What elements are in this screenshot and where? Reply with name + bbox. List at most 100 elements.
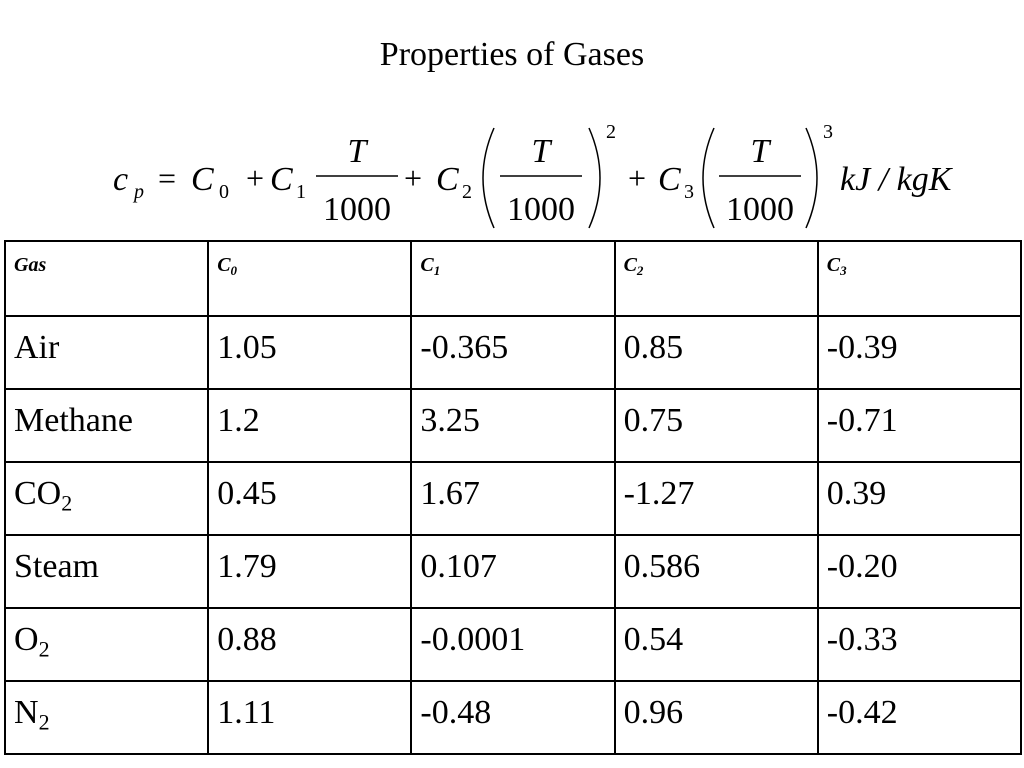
symbol: C [191, 161, 214, 198]
table-cell: Air [3, 315, 210, 390]
symbol: C [658, 161, 681, 198]
cell-text: Air [14, 329, 60, 366]
table-cell: CO2 [3, 461, 210, 536]
cell-text: 0.75 [623, 402, 684, 439]
table-cell: -1.27 [613, 461, 819, 536]
parenthesis [588, 127, 601, 229]
symbol: C [436, 161, 459, 198]
table-cell: -0.33 [816, 607, 1023, 682]
operator: + [628, 160, 646, 196]
parenthesis [805, 127, 818, 229]
cell-text: -0.0001 [420, 621, 526, 658]
operator: + [246, 160, 264, 196]
table-cell: -0.39 [816, 315, 1023, 390]
exponent: 3 [823, 121, 833, 143]
table-cell: 0.586 [613, 534, 819, 609]
cell-text: -1.27 [623, 475, 695, 512]
cell-text: -0.39 [826, 329, 898, 366]
table-cell: 0.96 [613, 680, 819, 755]
cell-text: 0.54 [623, 621, 684, 658]
symbol: c [113, 161, 128, 198]
denominator: 1000 [323, 191, 391, 228]
cell-text: 1.67 [420, 475, 480, 512]
header-cell: C0 [207, 240, 413, 317]
title: Properties of Gases [379, 36, 645, 73]
cell-text: 1.05 [217, 329, 277, 366]
subscript: 1 [433, 262, 441, 278]
table-cell: 3.25 [410, 388, 616, 463]
table-cell: 0.88 [207, 607, 413, 682]
subscript: p [132, 181, 144, 203]
cell-text: -0.20 [826, 548, 898, 585]
numerator: T [348, 133, 369, 170]
parenthesis [482, 127, 495, 229]
cell-text: Gas [14, 254, 47, 276]
subscript: 2 [38, 636, 50, 662]
table-row: Steam 1.79 0.107 0.586 -0.20 [3, 534, 1023, 609]
cell-text: -0.42 [826, 694, 898, 731]
table-cell: 1.2 [207, 388, 413, 463]
cell-text: 1.11 [217, 694, 276, 731]
cell-text: -0.48 [420, 694, 492, 731]
table-cell: O2 [3, 607, 210, 682]
table-cell: 0.45 [207, 461, 413, 536]
subscript: 2 [38, 709, 50, 735]
cell-text: C [623, 254, 637, 276]
numerator: T [532, 133, 553, 170]
table-body: Gas C0 C1 C2 C3 Air 1.05 -0.365 0.85 -0.39 Methane… [3, 240, 1023, 755]
header-cell: C3 [816, 240, 1023, 317]
cell-text: -0.71 [826, 402, 898, 439]
header-cell: C2 [613, 240, 819, 317]
cell-text: C [217, 254, 231, 276]
cell-text: Steam [14, 548, 99, 585]
table-cell: Steam [3, 534, 210, 609]
numerator: T [751, 133, 772, 170]
cell-text: 0.586 [623, 548, 701, 585]
subscript: 2 [636, 262, 644, 278]
cell-text: 1.79 [217, 548, 277, 585]
subscript: 3 [840, 262, 847, 278]
cell-text: CO [14, 475, 62, 512]
table-row: Methane 1.2 3.25 0.75 -0.71 [3, 388, 1023, 463]
cell-text: -0.365 [420, 329, 509, 366]
table-row: Air 1.05 -0.365 0.85 -0.39 [3, 315, 1023, 390]
denominator: 1000 [507, 191, 575, 228]
cell-text: N [14, 694, 39, 731]
formula: c p = C 0 + C 1 T 1000 + C 2 T 1000 2 + … [113, 121, 954, 229]
table-cell: 1.67 [410, 461, 616, 536]
cell-text: 0.39 [826, 475, 887, 512]
table-cell: 0.75 [613, 388, 819, 463]
gas-table: Gas C0 C1 C2 C3 Air 1.05 -0.365 0.85 -0.39 Methane… [3, 240, 1023, 755]
table-row: N2 1.11 -0.48 0.96 -0.42 [3, 680, 1023, 755]
cell-text: 0.85 [623, 329, 684, 366]
table-cell: 0.85 [613, 315, 819, 390]
subscript: 2 [61, 490, 73, 516]
table-cell: -0.42 [816, 680, 1023, 755]
unit: kJ / kgK [840, 161, 954, 198]
header-cell: Gas [3, 240, 210, 317]
subscript: 0 [219, 181, 229, 203]
table-row: O2 0.88 -0.0001 0.54 -0.33 [3, 607, 1023, 682]
cell-text: C [826, 254, 841, 276]
cell-text: C [420, 254, 434, 276]
cell-text: Methane [14, 402, 133, 439]
symbol: C [270, 161, 293, 198]
cell-text: -0.33 [826, 621, 898, 658]
table-cell: -0.71 [816, 388, 1023, 463]
operator: = [158, 160, 176, 196]
subscript: 2 [462, 181, 472, 203]
cell-text: 0.96 [623, 694, 684, 731]
subscript: 0 [230, 262, 238, 278]
operator: + [404, 160, 422, 196]
cell-text: 3.25 [420, 402, 480, 439]
denominator: 1000 [726, 191, 794, 228]
cell-text: 0.107 [420, 548, 497, 585]
table-cell: 0.39 [816, 461, 1023, 536]
table-cell: -0.0001 [410, 607, 616, 682]
table-cell: Methane [3, 388, 210, 463]
table-cell: 0.107 [410, 534, 616, 609]
table-cell: 1.11 [207, 680, 413, 755]
table-cell: 1.79 [207, 534, 413, 609]
parenthesis [702, 127, 715, 229]
